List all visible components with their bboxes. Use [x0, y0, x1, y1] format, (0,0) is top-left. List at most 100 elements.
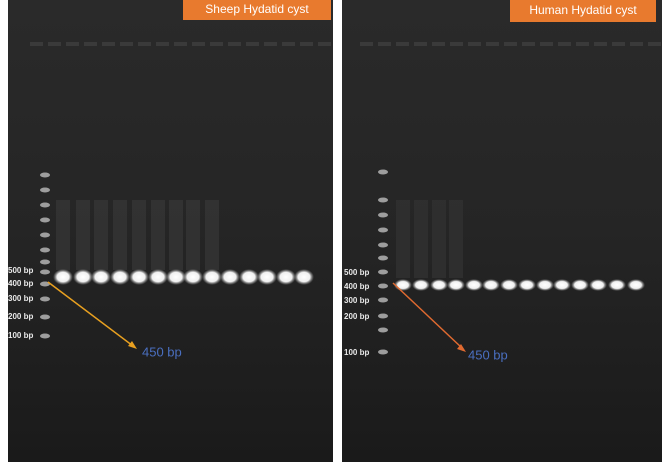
size-annotation: 450 bp [468, 347, 508, 362]
band [220, 269, 240, 285]
arrow [47, 281, 134, 347]
arrow [392, 282, 463, 349]
well [396, 42, 409, 46]
panel-title: Human Hydatid cyst [529, 3, 637, 17]
band [183, 269, 203, 285]
well [282, 42, 295, 46]
band [608, 279, 626, 291]
band [589, 279, 607, 291]
ladder-band [40, 202, 50, 208]
band [571, 279, 589, 291]
band [627, 279, 645, 291]
title-box [183, 0, 331, 20]
ladder-band [40, 296, 50, 302]
well [468, 42, 481, 46]
ladder-band [378, 255, 388, 261]
ladder-label: 400 bp [8, 279, 33, 288]
band [518, 279, 536, 291]
ladder-label: 200 bp [8, 312, 33, 321]
well [576, 42, 589, 46]
smear [151, 200, 165, 270]
band [536, 279, 554, 291]
ladder-band [378, 169, 388, 175]
band [110, 269, 130, 285]
well [66, 42, 79, 46]
well [264, 42, 277, 46]
smear [449, 200, 463, 278]
ladder-band [40, 259, 50, 265]
arrow-head [128, 341, 137, 349]
well [48, 42, 61, 46]
ladder-label: 500 bp [344, 268, 369, 277]
ladder-band [378, 242, 388, 248]
ladder-band [378, 269, 388, 275]
ladder-band [40, 172, 50, 178]
ladder-band [40, 269, 50, 275]
smear [396, 200, 410, 278]
smear [113, 200, 127, 270]
band [430, 279, 448, 291]
ladder-band [40, 247, 50, 253]
band [465, 279, 483, 291]
band [412, 279, 430, 291]
ladder-band [378, 197, 388, 203]
well [192, 42, 205, 46]
smear [132, 200, 146, 270]
well [300, 42, 313, 46]
well [120, 42, 133, 46]
well [174, 42, 187, 46]
gel-right [342, 0, 662, 462]
arrow-head [457, 344, 466, 352]
ladder-band [378, 349, 388, 355]
well [138, 42, 151, 46]
band [553, 279, 571, 291]
smear [414, 200, 428, 278]
band [294, 269, 314, 285]
well [246, 42, 259, 46]
well [414, 42, 427, 46]
ladder-band [378, 283, 388, 289]
well [432, 42, 445, 46]
well [558, 42, 571, 46]
smear [186, 200, 200, 270]
band [129, 269, 149, 285]
panel-title: Sheep Hydatid cyst [205, 2, 309, 16]
ladder-band [40, 232, 50, 238]
well [486, 42, 499, 46]
ladder-band [40, 217, 50, 223]
band [447, 279, 465, 291]
band [202, 269, 222, 285]
well [648, 42, 661, 46]
well [228, 42, 241, 46]
ladder-band [40, 333, 50, 339]
ladder-band [378, 327, 388, 333]
well [30, 42, 43, 46]
ladder-band [378, 313, 388, 319]
well [102, 42, 115, 46]
band [394, 279, 412, 291]
smear [432, 200, 446, 278]
well [450, 42, 463, 46]
title-box [510, 0, 656, 22]
band [166, 269, 186, 285]
well [540, 42, 553, 46]
smear [56, 200, 70, 270]
ladder-label: 400 bp [344, 282, 369, 291]
well [84, 42, 97, 46]
band [276, 269, 296, 285]
band [91, 269, 111, 285]
well [360, 42, 373, 46]
well [594, 42, 607, 46]
ladder-label: 300 bp [344, 296, 369, 305]
band [482, 279, 500, 291]
ladder-label: 100 bp [344, 348, 369, 357]
smear [94, 200, 108, 270]
smear [205, 200, 219, 270]
well [210, 42, 223, 46]
well [318, 42, 331, 46]
smear [169, 200, 183, 270]
ladder-label: 200 bp [344, 312, 369, 321]
well [504, 42, 517, 46]
band [257, 269, 277, 285]
